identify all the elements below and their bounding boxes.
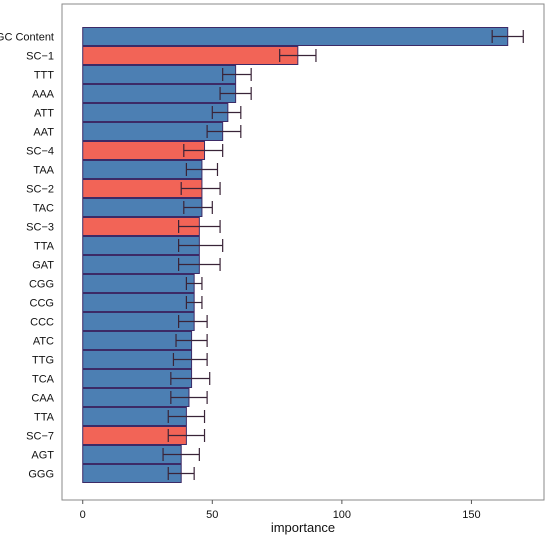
y-tick-label: GGG [28,469,54,481]
x-tick-label: 100 [333,509,351,521]
y-tick-label: TCA [32,374,55,386]
bar [82,464,182,483]
errorbars-layer [162,30,524,480]
y-tick-label: AAA [32,89,55,101]
y-tick-label: SC−3 [26,222,54,234]
bar [82,46,299,65]
bar [82,274,195,293]
y-tick-label: SC−2 [26,184,54,196]
y-tick-label: CCC [30,317,54,329]
x-tick-label: 150 [462,509,480,521]
x-axis-ticks: 0 50 100 150 [80,500,481,521]
y-tick-labels: GC Content SC−1 TTT AAA ATT AAT SC−4 TAA SC−2 TAC… [0,32,55,481]
bars-layer [82,27,509,483]
bar [82,122,224,141]
y-tick-label: TAC [33,203,54,215]
y-tick-label: CCG [30,298,54,310]
y-tick-label: TTT [34,70,54,82]
y-tick-label: GC Content [0,32,54,44]
bar [82,160,203,179]
bar [82,103,229,122]
x-tick-label: 50 [206,509,218,521]
bar [82,84,237,103]
y-tick-label: ATC [33,336,54,348]
y-tick-label: TTA [34,241,55,253]
y-tick-label: GAT [32,260,54,272]
x-tick-label: 0 [80,509,86,521]
bar [82,331,193,350]
y-tick-label: SC−1 [26,51,54,63]
y-tick-label: AGT [31,450,54,462]
bar [82,312,195,331]
y-tick-label: AAT [33,127,54,139]
y-tick-label: TTG [32,355,54,367]
bar [82,27,509,46]
y-tick-label: CGG [29,279,54,291]
y-tick-label: ATT [34,108,54,120]
y-tick-label: SC−7 [26,431,54,443]
bar [82,293,195,312]
plot-panel-border [61,3,545,501]
x-axis-title: importance [271,520,335,535]
y-tick-label: TTA [34,412,55,424]
bar [82,65,237,84]
y-tick-label: SC−4 [26,146,54,158]
y-tick-label: TAA [33,165,54,177]
y-tick-label: CAA [31,393,54,405]
